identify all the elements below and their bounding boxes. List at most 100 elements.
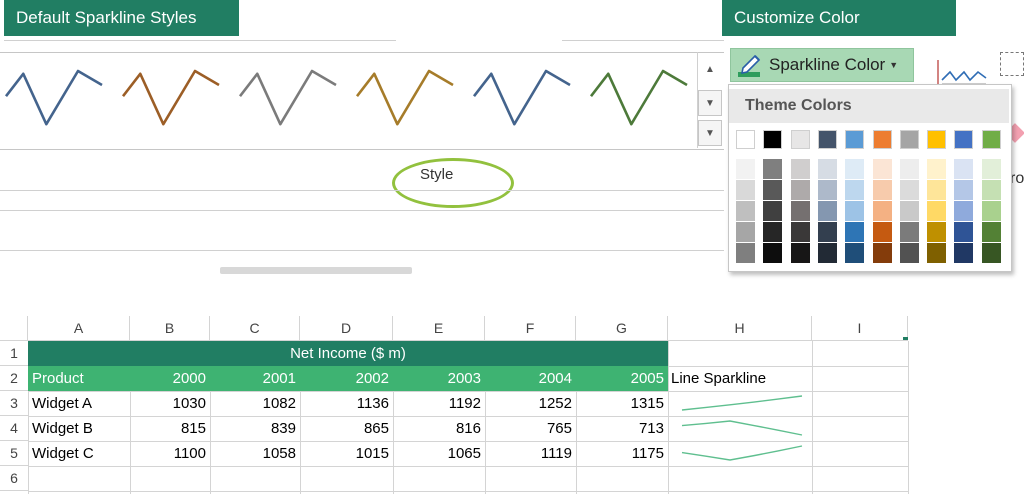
value-cell[interactable]: 1058 (262, 445, 296, 462)
theme-color-shade[interactable] (954, 159, 974, 179)
sparkline-style-5[interactable] (472, 69, 571, 126)
theme-color-shade[interactable] (845, 180, 865, 200)
theme-color-shade[interactable] (899, 159, 919, 179)
theme-color-shade[interactable] (981, 222, 1001, 242)
sparkline-style-2[interactable] (121, 69, 220, 126)
theme-color-swatch[interactable] (899, 130, 919, 149)
theme-color-shade[interactable] (927, 159, 947, 179)
value-cell[interactable]: 1175 (631, 445, 664, 462)
value-cell[interactable]: 1065 (447, 445, 481, 462)
header-cell[interactable]: 2003 (393, 366, 485, 391)
theme-color-shade[interactable] (736, 159, 755, 179)
theme-color-shade[interactable] (927, 222, 947, 242)
net-income-title[interactable]: Net Income ($ m) (28, 341, 668, 366)
value-cell[interactable]: 1315 (630, 395, 664, 412)
sparkline-style-6[interactable] (589, 69, 688, 126)
theme-color-shade[interactable] (790, 243, 810, 263)
theme-color-shade[interactable] (790, 180, 810, 200)
theme-color-shade[interactable] (872, 243, 892, 263)
column-header-I[interactable]: I (812, 316, 908, 341)
value-cell[interactable]: 839 (270, 420, 296, 437)
row-header-3[interactable]: 3 (0, 391, 28, 416)
theme-color-swatch[interactable] (981, 130, 1001, 149)
product-cell[interactable]: Widget B (32, 420, 93, 437)
sparkline-style-4[interactable] (355, 69, 454, 126)
theme-color-shade[interactable] (845, 159, 865, 179)
theme-color-shade[interactable] (845, 222, 865, 242)
header-cell[interactable]: 2005 (576, 366, 668, 391)
value-cell[interactable]: 815 (180, 420, 206, 437)
line-sparkline[interactable] (678, 391, 818, 416)
theme-color-swatch[interactable] (790, 130, 810, 149)
row-header-2[interactable]: 2 (0, 366, 28, 391)
header-cell[interactable]: 2001 (210, 366, 300, 391)
sparkline-color-button[interactable]: Sparkline Color ▼ (730, 48, 914, 82)
value-cell[interactable]: 1192 (448, 395, 481, 412)
theme-color-shade[interactable] (899, 243, 919, 263)
product-cell[interactable]: Widget A (32, 395, 93, 412)
theme-color-shade[interactable] (736, 180, 755, 200)
header-cell[interactable]: 2002 (300, 366, 393, 391)
header-cell[interactable]: 2004 (485, 366, 576, 391)
theme-color-shade[interactable] (872, 222, 892, 242)
value-cell[interactable]: 1252 (538, 395, 572, 412)
theme-color-shade[interactable] (927, 243, 947, 263)
theme-color-swatch[interactable] (736, 130, 755, 149)
row-header-1[interactable]: 1 (0, 341, 28, 366)
theme-color-shade[interactable] (872, 180, 892, 200)
theme-color-shade[interactable] (927, 201, 947, 221)
header-cell[interactable]: Product (28, 366, 130, 391)
gallery-up-button[interactable]: ▲ (705, 63, 715, 75)
theme-color-swatch[interactable] (845, 130, 865, 149)
theme-color-swatch[interactable] (817, 130, 837, 149)
theme-color-swatch[interactable] (872, 130, 892, 149)
theme-color-swatch[interactable] (763, 130, 783, 149)
theme-color-shade[interactable] (954, 243, 974, 263)
value-cell[interactable]: 765 (546, 420, 572, 437)
line-sparkline[interactable] (678, 441, 818, 466)
theme-color-shade[interactable] (954, 222, 974, 242)
theme-color-shade[interactable] (763, 222, 783, 242)
theme-color-shade[interactable] (845, 201, 865, 221)
theme-color-shade[interactable] (790, 159, 810, 179)
row-header-5[interactable]: 5 (0, 441, 28, 466)
theme-color-shade[interactable] (817, 222, 837, 242)
column-header-C[interactable]: C (210, 316, 300, 341)
sparkline-header-cell[interactable]: Line Sparkline (671, 370, 767, 387)
theme-color-shade[interactable] (899, 201, 919, 221)
axis-icon[interactable] (1000, 52, 1024, 76)
column-header-D[interactable]: D (300, 316, 393, 341)
theme-color-shade[interactable] (954, 180, 974, 200)
value-cell[interactable]: 713 (638, 420, 664, 437)
theme-color-shade[interactable] (763, 201, 783, 221)
theme-color-shade[interactable] (817, 180, 837, 200)
theme-color-shade[interactable] (763, 180, 783, 200)
column-header-H[interactable]: H (668, 316, 812, 341)
theme-color-shade[interactable] (899, 222, 919, 242)
theme-color-shade[interactable] (790, 201, 810, 221)
line-sparkline[interactable] (678, 416, 818, 441)
theme-color-shade[interactable] (736, 222, 755, 242)
value-cell[interactable]: 1136 (356, 395, 389, 412)
theme-color-shade[interactable] (817, 243, 837, 263)
horizontal-scrollbar-thumb[interactable] (220, 267, 412, 274)
theme-color-shade[interactable] (954, 201, 974, 221)
theme-color-shade[interactable] (790, 222, 810, 242)
value-cell[interactable]: 1100 (173, 445, 206, 462)
sparkline-style-1[interactable] (4, 69, 103, 126)
sparkline-style-3[interactable] (238, 69, 337, 126)
column-header-G[interactable]: G (576, 316, 668, 341)
theme-color-shade[interactable] (981, 243, 1001, 263)
value-cell[interactable]: 865 (363, 420, 389, 437)
theme-color-swatch[interactable] (954, 130, 974, 149)
value-cell[interactable]: 816 (455, 420, 481, 437)
theme-color-shade[interactable] (736, 243, 755, 263)
theme-color-shade[interactable] (817, 201, 837, 221)
row-header-4[interactable]: 4 (0, 416, 28, 441)
theme-color-shade[interactable] (981, 159, 1001, 179)
theme-color-swatch[interactable] (927, 130, 947, 149)
theme-color-shade[interactable] (927, 180, 947, 200)
row-header-6[interactable]: 6 (0, 466, 28, 491)
value-cell[interactable]: 1082 (262, 395, 296, 412)
theme-color-shade[interactable] (899, 180, 919, 200)
